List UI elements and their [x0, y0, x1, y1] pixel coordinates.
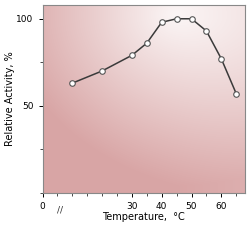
Text: //: // — [58, 206, 64, 215]
Y-axis label: Relative Activity, %: Relative Activity, % — [5, 52, 15, 146]
X-axis label: Temperature,  °C: Temperature, °C — [102, 212, 185, 222]
